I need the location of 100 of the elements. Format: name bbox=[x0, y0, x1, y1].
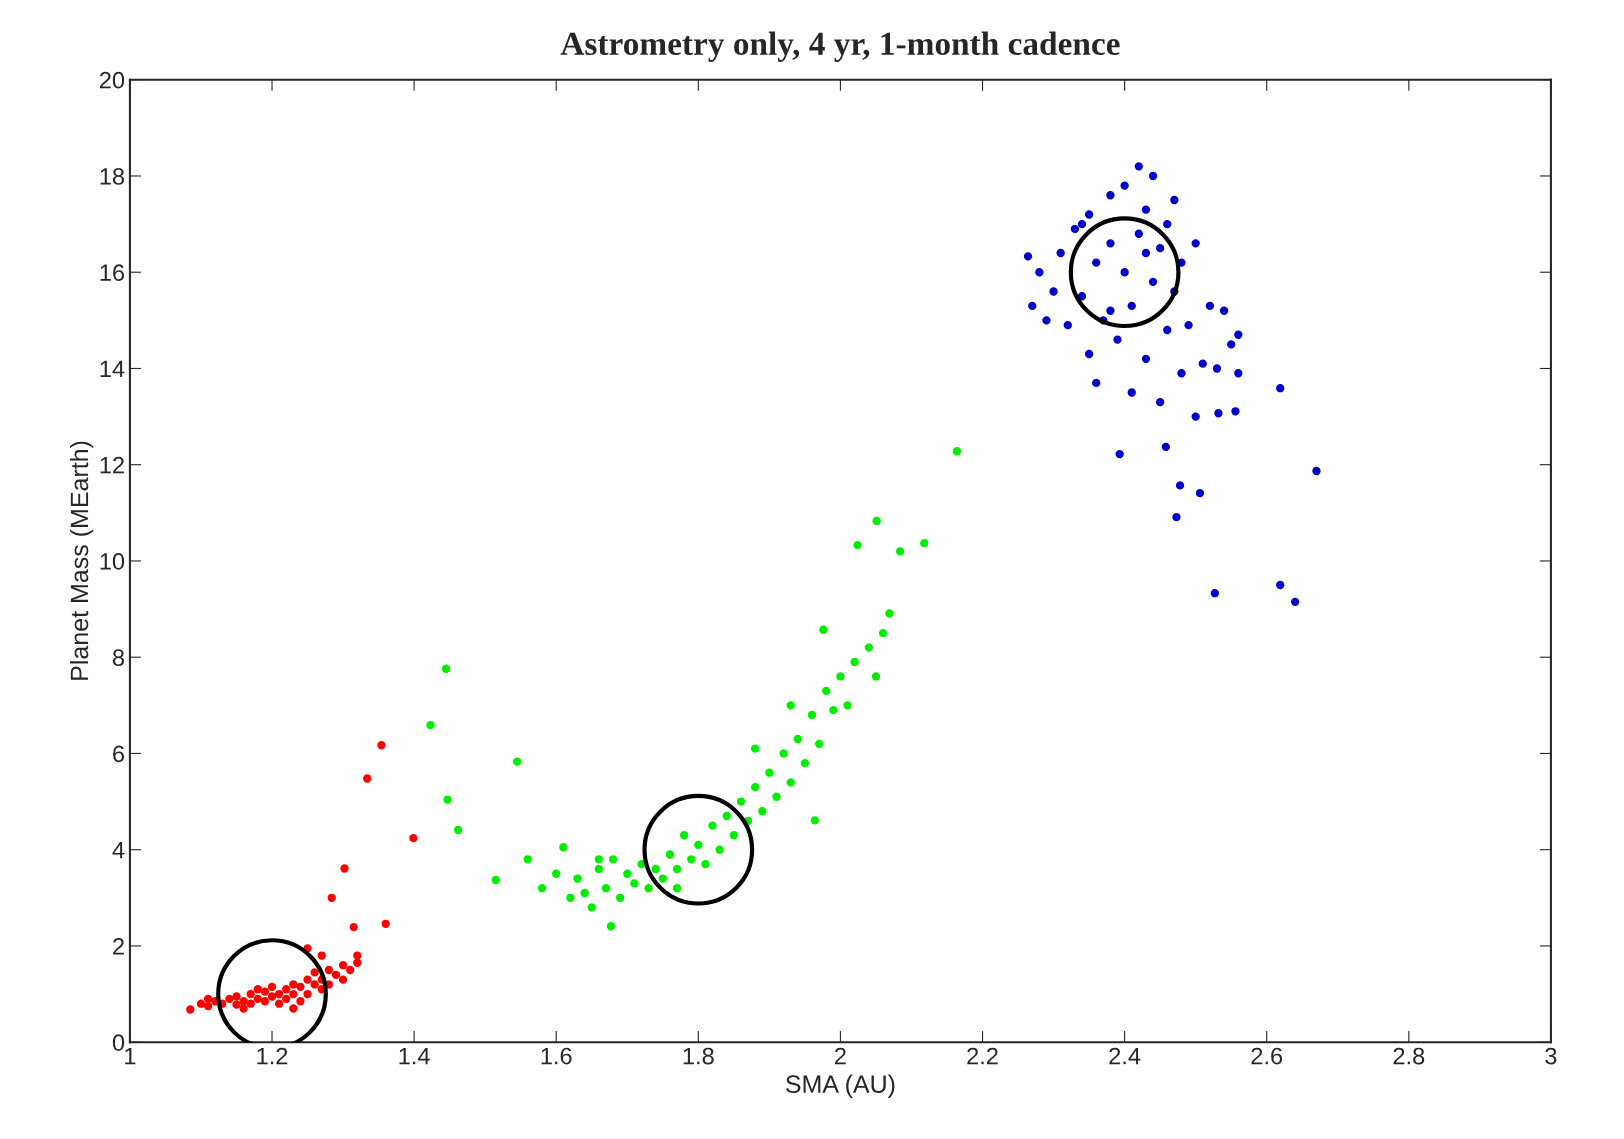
point bbox=[267, 992, 277, 1001]
point bbox=[1276, 580, 1285, 590]
point bbox=[1231, 407, 1240, 416]
point bbox=[1141, 354, 1151, 364]
point bbox=[225, 994, 234, 1004]
point bbox=[260, 987, 270, 996]
point bbox=[1312, 466, 1321, 476]
point bbox=[253, 985, 262, 994]
point bbox=[1191, 412, 1200, 421]
point bbox=[1113, 335, 1122, 344]
point bbox=[1148, 277, 1158, 287]
point bbox=[1163, 325, 1172, 335]
point bbox=[1163, 219, 1172, 229]
point bbox=[239, 1004, 248, 1013]
point bbox=[1175, 481, 1185, 490]
x-tick-label: 2.8 bbox=[1393, 1047, 1425, 1065]
y-tick-label: 8 bbox=[112, 649, 125, 666]
x-tick-label: 2.4 bbox=[1109, 1047, 1141, 1065]
point bbox=[1134, 162, 1143, 171]
point bbox=[409, 833, 418, 843]
point bbox=[232, 1000, 241, 1009]
point bbox=[260, 997, 270, 1006]
point bbox=[324, 965, 334, 975]
y-tick-label: 20 bbox=[99, 71, 125, 89]
point bbox=[353, 951, 362, 960]
point bbox=[246, 999, 255, 1008]
point bbox=[1219, 306, 1229, 315]
point bbox=[363, 774, 372, 783]
point bbox=[1234, 369, 1243, 378]
point bbox=[377, 741, 386, 750]
x-tick-label: 2 bbox=[835, 1047, 846, 1065]
point bbox=[1127, 388, 1136, 397]
point bbox=[1106, 239, 1115, 248]
point bbox=[1214, 409, 1223, 418]
point bbox=[1120, 268, 1129, 277]
point bbox=[267, 982, 277, 992]
point bbox=[1070, 224, 1080, 234]
point bbox=[282, 985, 291, 994]
point bbox=[1077, 219, 1087, 229]
point bbox=[1210, 589, 1220, 598]
point bbox=[1148, 171, 1158, 181]
y-axis-title: Planet Mass (MEarth) bbox=[69, 441, 94, 680]
point bbox=[1028, 301, 1037, 311]
point bbox=[1184, 320, 1193, 330]
point bbox=[1191, 239, 1200, 248]
y-tick-label: 18 bbox=[100, 168, 125, 185]
point bbox=[338, 961, 348, 970]
point bbox=[1177, 369, 1186, 378]
point bbox=[1141, 205, 1151, 214]
y-tick-label: 16 bbox=[100, 264, 125, 282]
point bbox=[340, 864, 349, 873]
x-tick-label: 1.6 bbox=[541, 1047, 572, 1065]
point bbox=[353, 958, 362, 967]
point bbox=[296, 982, 305, 992]
point bbox=[239, 997, 248, 1006]
point bbox=[1161, 442, 1170, 452]
point bbox=[327, 893, 336, 902]
point bbox=[1084, 349, 1094, 359]
point bbox=[274, 989, 284, 999]
x-tick-label: 1.4 bbox=[399, 1047, 430, 1065]
point bbox=[274, 999, 284, 1008]
point bbox=[349, 923, 358, 932]
point bbox=[196, 999, 206, 1008]
point bbox=[1227, 340, 1236, 349]
point bbox=[289, 989, 298, 999]
point bbox=[282, 994, 291, 1004]
point bbox=[1212, 364, 1222, 373]
x-axis-title: SMA (AU) bbox=[785, 1074, 895, 1098]
point bbox=[1276, 384, 1285, 393]
point bbox=[1106, 191, 1115, 200]
point bbox=[232, 992, 241, 1001]
x-tick-label: 1 bbox=[125, 1047, 136, 1065]
y-tick-label: 2 bbox=[113, 938, 124, 955]
point bbox=[1106, 306, 1115, 315]
point bbox=[1092, 258, 1101, 267]
y-tick-label: 14 bbox=[100, 360, 125, 378]
point bbox=[303, 989, 312, 999]
point bbox=[338, 975, 348, 984]
x-tick-label: 2.2 bbox=[967, 1047, 998, 1065]
point bbox=[1084, 210, 1094, 219]
y-tick-label: 0 bbox=[112, 1034, 125, 1051]
point bbox=[346, 965, 355, 975]
point bbox=[289, 1004, 298, 1013]
point bbox=[1155, 397, 1165, 407]
point bbox=[317, 951, 326, 960]
point bbox=[1023, 252, 1033, 261]
point bbox=[1172, 513, 1181, 522]
point bbox=[381, 919, 390, 928]
point bbox=[1120, 181, 1129, 190]
point bbox=[296, 997, 305, 1006]
x-tick-label: 3 bbox=[1545, 1047, 1557, 1065]
point bbox=[303, 975, 312, 984]
point bbox=[1063, 320, 1072, 330]
point bbox=[186, 1005, 195, 1014]
point bbox=[1042, 316, 1051, 325]
point bbox=[1170, 195, 1179, 205]
point bbox=[310, 968, 319, 977]
chart-title: Astrometry only, 4 yr, 1-month cadence bbox=[560, 31, 1120, 62]
point bbox=[1195, 488, 1205, 498]
point bbox=[1234, 330, 1243, 339]
